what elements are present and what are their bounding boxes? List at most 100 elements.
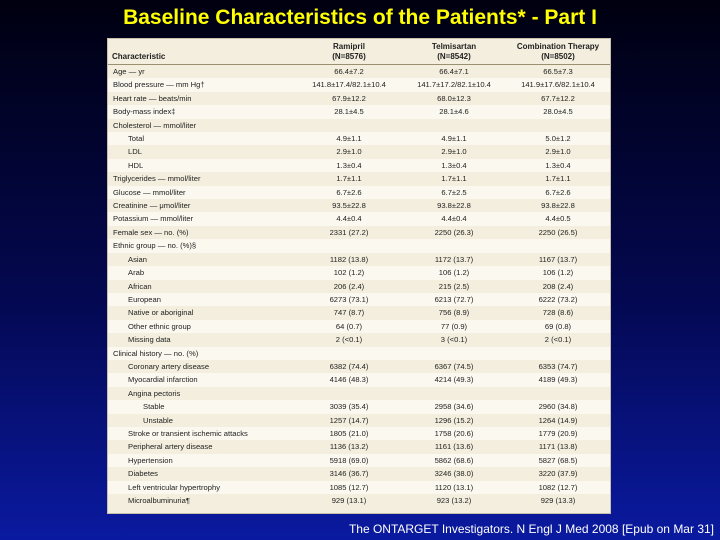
row-value: 215 (2.5) <box>438 281 470 291</box>
row-value: 2 (<0.1) <box>544 335 572 345</box>
row-value <box>402 239 506 253</box>
row-value: 929 (13.3) <box>540 496 576 505</box>
row-value: 3146 (36.7) <box>329 469 369 479</box>
row-value: 6382 (74.4) <box>329 361 369 371</box>
row-value: 6353 (74.7) <box>538 361 578 371</box>
slide-title: Baseline Characteristics of the Patients… <box>123 6 597 29</box>
data-table: Characteristic Ramipril (N=8576) Telmisa… <box>108 40 610 507</box>
row-label: Hypertension <box>108 453 296 468</box>
table-row: Hypertension 5918 (69.0) 5862 (68.6) 5827 (… <box>108 453 610 468</box>
row-value: 28.1±4.6 <box>402 105 506 119</box>
row-label: Cholesterol — mmol/liter <box>113 120 197 130</box>
row-label: Potassium — mmol/liter <box>108 212 296 226</box>
column-header-name: Combination Therapy <box>516 42 600 51</box>
column-header-n: (N=8576) <box>332 52 366 61</box>
row-label: Triglycerides — mmol/liter <box>113 174 201 184</box>
row-value: 2.9±1.0 <box>336 147 362 157</box>
table-row: Cholesterol — mmol/liter <box>108 119 610 132</box>
row-value: 66.4±7.2 <box>334 67 364 76</box>
row-value: 2250 (26.3) <box>434 227 474 237</box>
row-value: 1257 (14.7) <box>329 415 369 425</box>
table-row: Coronary artery disease 6382 (74.4) 6367 (… <box>108 360 610 373</box>
table-row: Female sex — no. (%) 2331 (27.2) 2250 (26.… <box>108 226 610 239</box>
table-row: Diabetes 3146 (36.7) 3246 (38.0) 3220 (37.9… <box>108 467 610 480</box>
row-value: 5.0±1.2 <box>506 132 610 146</box>
row-value <box>506 346 610 360</box>
table-header-row: Characteristic Ramipril (N=8576) Telmisa… <box>108 40 610 65</box>
row-label: Myocardial infarction <box>108 373 296 387</box>
baseline-characteristics-table: Characteristic Ramipril (N=8576) Telmisa… <box>107 38 611 514</box>
row-value: 69 (0.8) <box>506 319 610 334</box>
row-value: 141.8±17.4/82.1±10.4 <box>296 78 402 92</box>
row-value: 1758 (20.6) <box>402 426 506 441</box>
row-value: 747 (8.7) <box>333 308 365 318</box>
row-label: Microalbuminuria¶ <box>128 496 190 505</box>
row-value: 5918 (69.0) <box>296 453 402 468</box>
row-label: Other ethnic group <box>108 319 296 334</box>
table-row: Missing data 2 (<0.1) 3 (<0.1) 2 (<0.1) <box>108 333 610 346</box>
row-value: 1.3±0.4 <box>506 158 610 173</box>
table-row: Blood pressure — mm Hg† 141.8±17.4/82.1±1… <box>108 78 610 92</box>
column-header-name: Characteristic <box>112 52 166 61</box>
row-value: 93.8±22.8 <box>541 201 575 211</box>
row-value: 3039 (35.4) <box>296 400 402 414</box>
column-header-telmisartan: Telmisartan (N=8542) <box>402 40 506 65</box>
row-value: 28.1±4.5 <box>296 105 402 119</box>
row-label: Diabetes <box>128 469 158 479</box>
row-value: 93.8±22.8 <box>437 201 471 211</box>
row-value: 67.9±12.2 <box>332 93 366 103</box>
row-value: 64 (0.7) <box>296 319 402 334</box>
row-label: Unstable <box>143 415 173 425</box>
row-value: 1182 (13.8) <box>329 254 369 264</box>
table-row: Asian 1182 (13.8) 1172 (13.7) 1167 (13.7) <box>108 253 610 266</box>
row-value: 6.7±2.6 <box>506 185 610 200</box>
row-value: 728 (8.6) <box>542 308 574 318</box>
table-row: Left ventricular hypertrophy 1085 (12.7) 1… <box>108 480 610 494</box>
row-label: Age — yr <box>113 67 145 76</box>
row-value: 1.7±1.1 <box>441 174 467 184</box>
row-value: 1805 (21.0) <box>296 426 402 441</box>
row-value <box>296 119 402 132</box>
row-label: Ethnic group — no. (%)§ <box>108 239 296 253</box>
row-value: 1.7±1.1 <box>545 174 571 184</box>
row-value: 5862 (68.6) <box>402 453 506 468</box>
row-label: Body-mass index‡ <box>108 105 296 119</box>
row-value: 2.9±1.0 <box>545 147 571 157</box>
row-value: 206 (2.4) <box>333 281 365 291</box>
row-value: 4.4±0.5 <box>506 212 610 226</box>
row-value: 6367 (74.5) <box>434 361 474 371</box>
table-row: Stroke or transient ischemic attacks 1805… <box>108 426 610 441</box>
row-value: 4214 (49.3) <box>402 373 506 387</box>
column-header-characteristic: Characteristic <box>108 40 296 65</box>
table-row: Glucose — mmol/liter 6.7±2.6 6.7±2.5 6.7±2.… <box>108 185 610 200</box>
row-value <box>402 119 506 132</box>
table-row: Angina pectoris <box>108 387 610 400</box>
row-value: 1296 (15.2) <box>434 415 474 425</box>
row-value: 1.3±0.4 <box>296 158 402 173</box>
row-value: 66.5±7.3 <box>543 67 573 76</box>
row-value: 1264 (14.9) <box>538 415 578 425</box>
table-row: LDL 2.9±1.0 2.9±1.0 2.9±1.0 <box>108 145 610 158</box>
row-value: 2250 (26.5) <box>538 227 578 237</box>
row-value <box>402 346 506 360</box>
row-label: Missing data <box>128 335 171 345</box>
row-label: Coronary artery disease <box>128 361 210 371</box>
row-label: Heart rate — beats/min <box>113 93 192 103</box>
table-row: Body-mass index‡ 28.1±4.5 28.1±4.6 28.0±4.5 <box>108 105 610 119</box>
row-value: 4189 (49.3) <box>506 373 610 387</box>
row-value: 3220 (37.9) <box>538 469 578 479</box>
row-label: Stroke or transient ischemic attacks <box>108 426 296 441</box>
row-value: 1.7±1.1 <box>336 174 362 184</box>
row-value <box>506 119 610 132</box>
table-row: Arab 102 (1.2) 106 (1.2) 106 (1.2) <box>108 266 610 280</box>
row-value: 1120 (13.1) <box>402 480 506 494</box>
row-value: 3 (<0.1) <box>440 335 468 345</box>
row-value: 1082 (12.7) <box>506 480 610 494</box>
row-value: 4.9±1.1 <box>296 132 402 146</box>
row-label: Native or aboriginal <box>128 308 194 318</box>
row-value: 93.5±22.8 <box>332 201 366 211</box>
table-row: Unstable 1257 (14.7) 1296 (15.2) 1264 (14.9… <box>108 414 610 427</box>
row-value: 929 (13.1) <box>331 496 367 505</box>
row-label: Blood pressure — mm Hg† <box>108 78 296 92</box>
table-body: Age — yr 66.4±7.2 66.4±7.1 66.5±7.3 Blood pr… <box>108 65 610 508</box>
